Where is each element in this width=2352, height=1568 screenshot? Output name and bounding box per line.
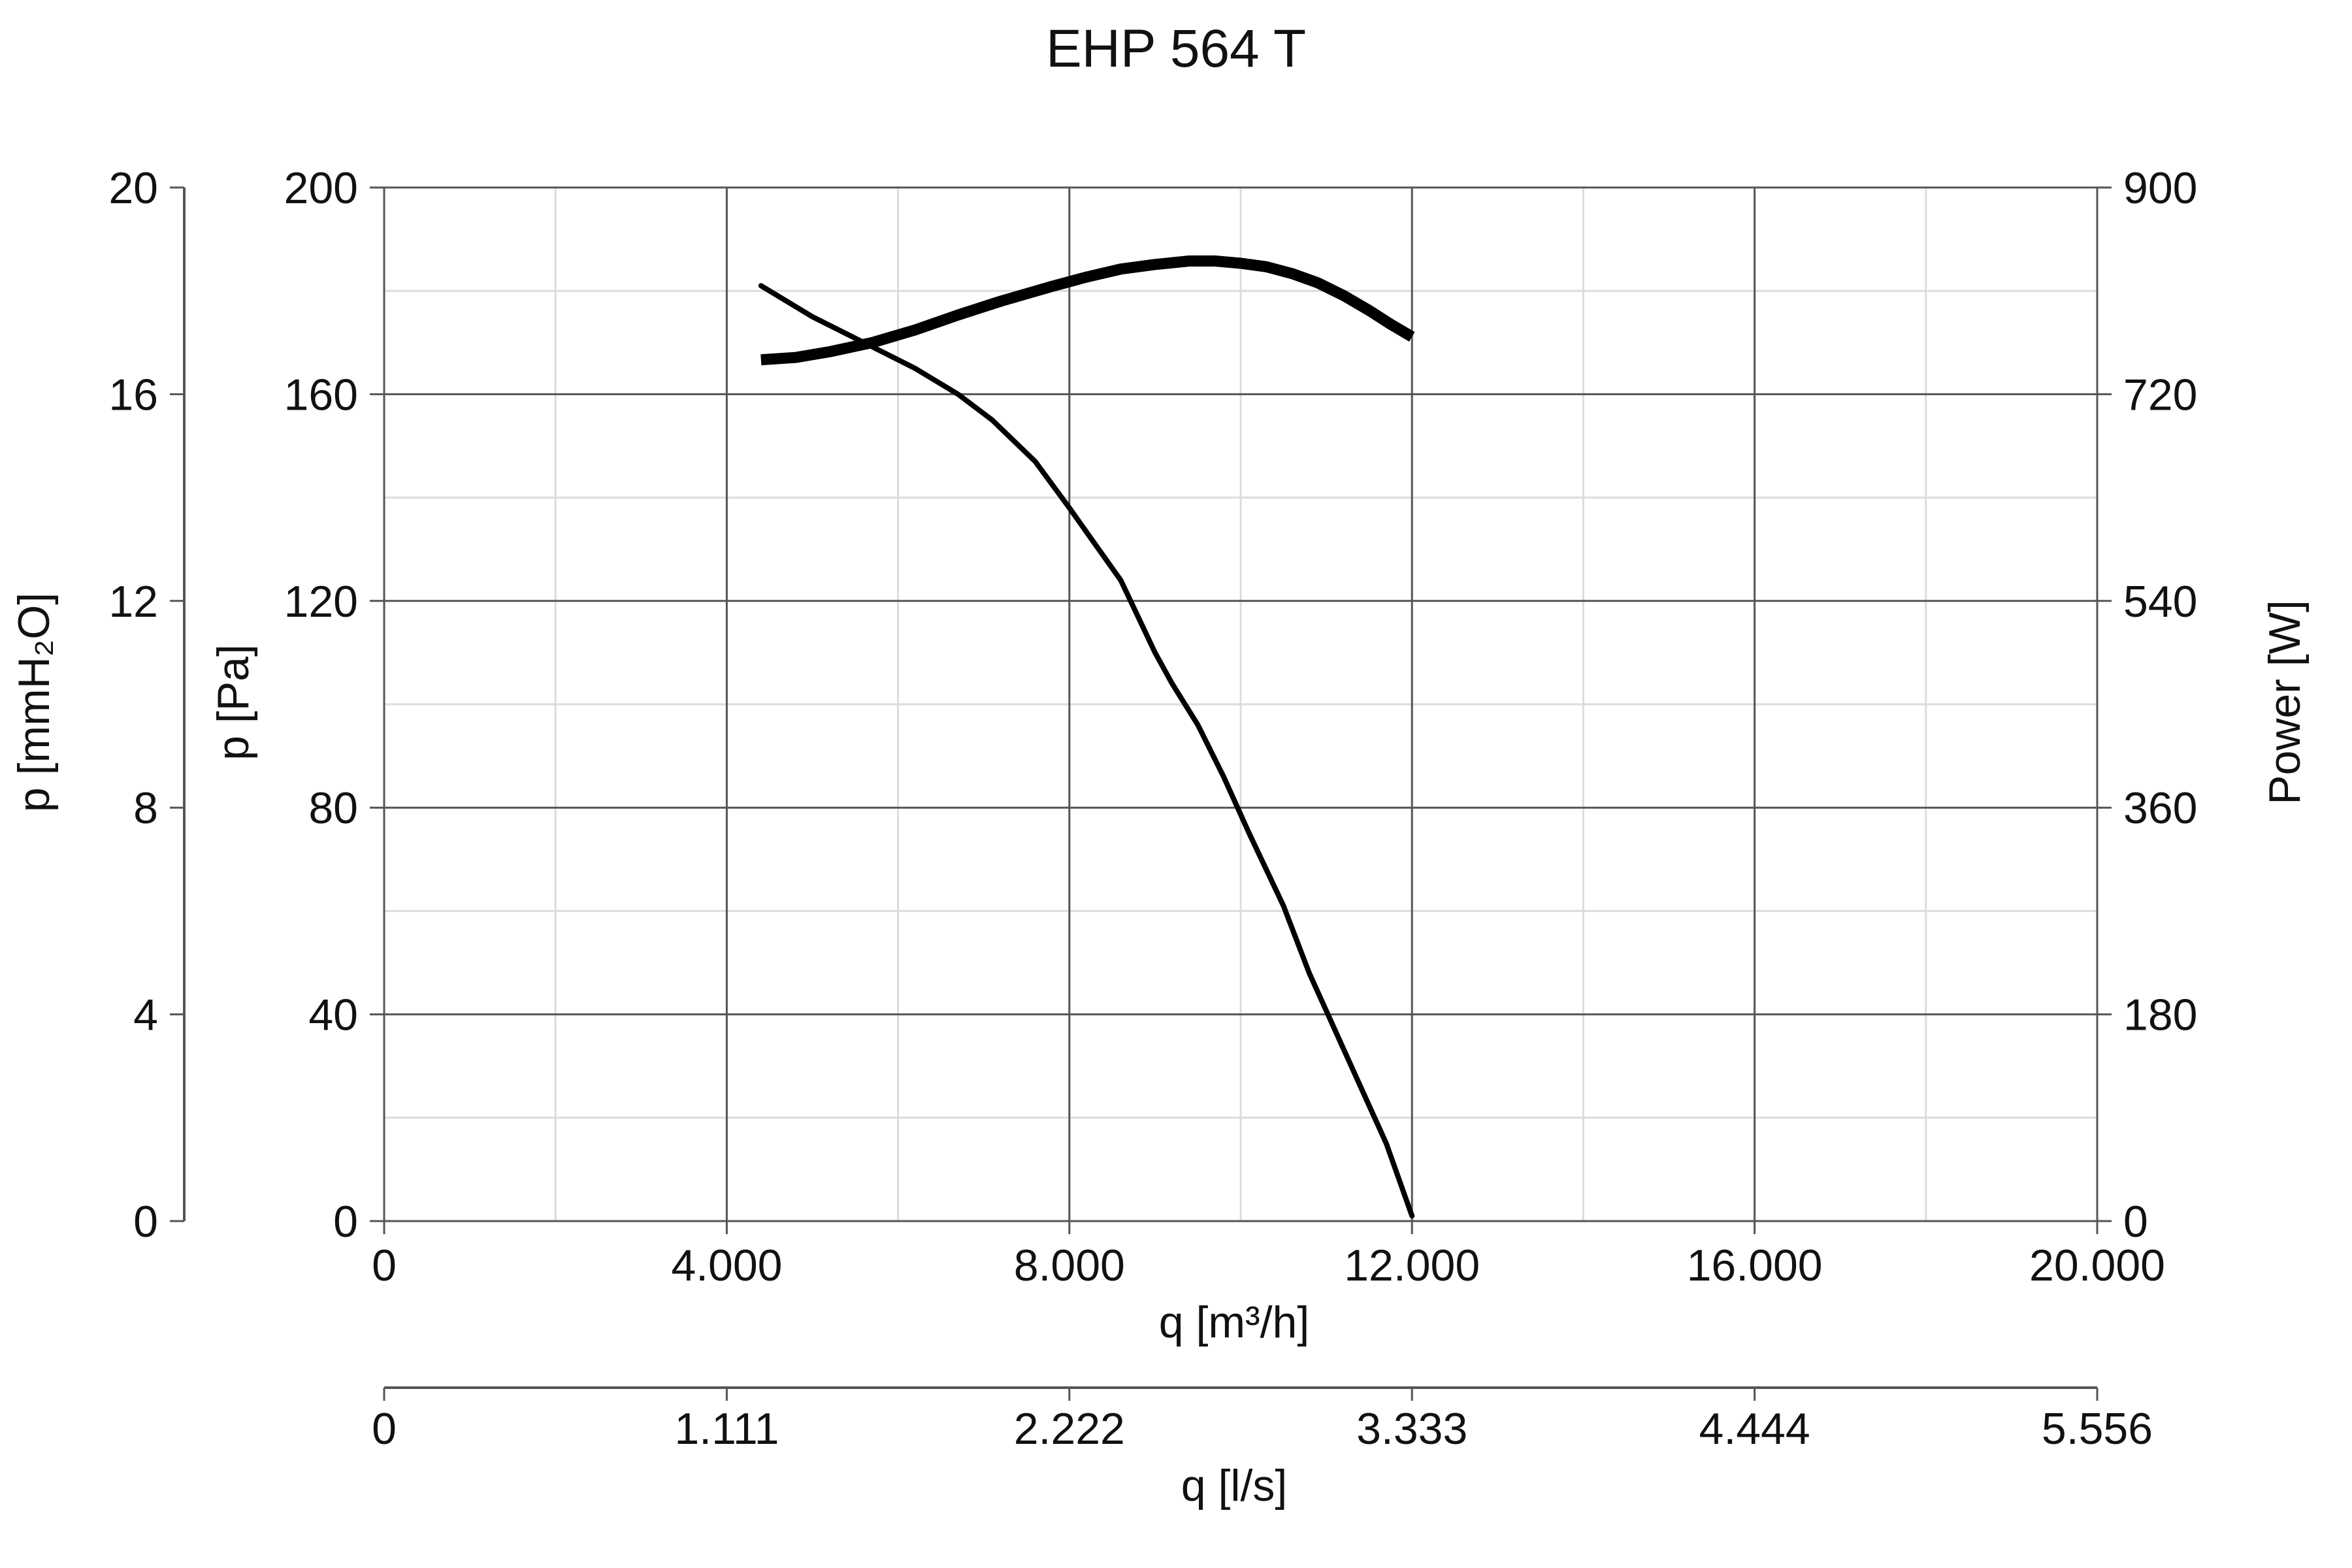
y-secondary-tick-label: 0 <box>133 1197 158 1247</box>
x-secondary-tick-label: 1.111 <box>674 1404 779 1454</box>
tick-labels: 0408012016020004812162001803605407209000… <box>108 163 2197 1454</box>
y-axis-right-title: Power [W] <box>2260 600 2310 805</box>
y-tick-label: 200 <box>284 163 358 213</box>
y-tick-label: 0 <box>333 1197 358 1247</box>
grid <box>383 186 2099 1222</box>
x-secondary-tick-label: 3.333 <box>1356 1404 1467 1454</box>
y-right-tick-label: 0 <box>2123 1197 2148 1247</box>
x-tick-label: 12.000 <box>1344 1241 1480 1290</box>
x-secondary-tick-label: 2.222 <box>1014 1404 1125 1454</box>
y-axis-title: p [Pa] <box>208 644 258 760</box>
x-tick-label: 8.000 <box>1014 1241 1125 1290</box>
y-secondary-tick-label: 20 <box>108 163 158 213</box>
y-right-tick-label: 360 <box>2123 783 2197 833</box>
x-secondary-tick-label: 0 <box>372 1404 397 1454</box>
pressure-curve <box>758 283 1415 1219</box>
x-tick-label: 0 <box>372 1241 397 1290</box>
y-secondary-tick-label: 4 <box>133 990 158 1040</box>
x-tick-label: 16.000 <box>1687 1241 1823 1290</box>
y-secondary-tick-label: 16 <box>108 370 158 419</box>
y-secondary-tick-label: 8 <box>133 783 158 833</box>
x-secondary-tick-label: 5.556 <box>2042 1404 2153 1454</box>
axes <box>170 186 2112 1401</box>
chart-title: EHP 564 T <box>1046 19 1306 78</box>
y-axis-secondary-title: p [mmH₂O] <box>9 593 59 812</box>
y-right-tick-label: 900 <box>2123 163 2197 213</box>
y-secondary-tick-label: 12 <box>108 577 158 627</box>
y-right-tick-label: 540 <box>2123 577 2197 627</box>
y-tick-label: 40 <box>308 990 358 1040</box>
y-tick-label: 160 <box>284 370 358 419</box>
x-secondary-tick-label: 4.444 <box>1699 1404 1810 1454</box>
y-tick-label: 80 <box>308 783 358 833</box>
power-curve <box>760 255 1415 366</box>
y-right-tick-label: 720 <box>2123 370 2197 419</box>
x-tick-label: 4.000 <box>671 1241 782 1290</box>
x-axis-title: q [m³/h] <box>1159 1298 1310 1347</box>
y-tick-label: 120 <box>284 577 358 627</box>
x-tick-label: 20.000 <box>2029 1241 2165 1290</box>
series <box>758 255 1415 1219</box>
x-axis-secondary-title: q [l/s] <box>1181 1461 1288 1511</box>
y-right-tick-label: 180 <box>2123 990 2197 1040</box>
